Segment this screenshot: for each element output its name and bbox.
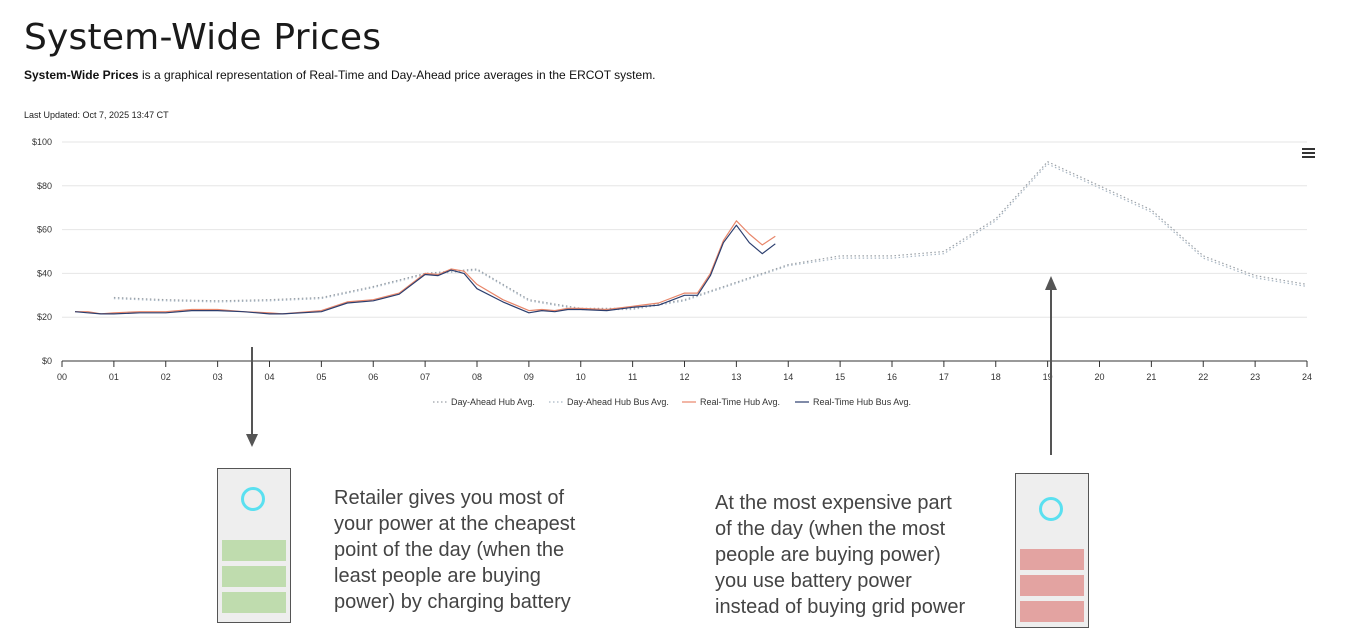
y-tick-label: $60 bbox=[37, 225, 52, 235]
left-note-line: power) by charging battery bbox=[334, 591, 571, 613]
right-annotation: At the most expensive part of the day (w… bbox=[715, 490, 965, 620]
discharging-battery-icon bbox=[1015, 473, 1089, 628]
x-tick-label: 00 bbox=[57, 372, 67, 382]
chart-legend: Day-Ahead Hub Avg. Day-Ahead Hub Bus Avg.… bbox=[433, 397, 911, 407]
last-updated: Last Updated: Oct 7, 2025 13:47 CT bbox=[24, 110, 169, 120]
x-tick-label: 21 bbox=[1146, 372, 1156, 382]
battery-cell bbox=[222, 592, 286, 613]
right-note-line: you use battery power bbox=[715, 570, 912, 592]
x-tick-label: 19 bbox=[1043, 372, 1053, 382]
legend-label: Day-Ahead Hub Avg. bbox=[451, 397, 535, 407]
x-tick-label: 09 bbox=[524, 372, 534, 382]
x-tick-label: 06 bbox=[368, 372, 378, 382]
legend-label: Real-Time Hub Bus Avg. bbox=[813, 397, 911, 407]
battery-cell bbox=[222, 540, 286, 561]
chart-grid bbox=[62, 141, 1307, 362]
x-tick-label: 20 bbox=[1094, 372, 1104, 382]
x-tick-label: 01 bbox=[109, 372, 119, 382]
x-tick-label: 11 bbox=[628, 372, 637, 382]
battery-cell bbox=[1020, 601, 1084, 622]
x-tick-label: 08 bbox=[472, 372, 482, 382]
page-title: System-Wide Prices bbox=[24, 17, 382, 58]
y-tick-label: $20 bbox=[37, 312, 52, 322]
y-tick-label: $40 bbox=[37, 268, 52, 278]
right-note-line: instead of buying grid power bbox=[715, 596, 966, 618]
y-tick-label: $100 bbox=[32, 137, 52, 147]
left-note-line: your power at the cheapest bbox=[334, 513, 576, 535]
x-tick-label: 10 bbox=[576, 372, 586, 382]
x-tick-label: 15 bbox=[835, 372, 845, 382]
x-tick-label: 14 bbox=[783, 372, 793, 382]
legend-label: Real-Time Hub Avg. bbox=[700, 397, 780, 407]
hamburger-menu-icon[interactable] bbox=[1302, 148, 1315, 159]
price-chart: $0 $20 $40 $60 $80 $100 00 01 02 03 04 05 06 07 08 09 1… bbox=[32, 137, 1312, 407]
battery-ring-icon bbox=[241, 487, 265, 511]
right-note-line: of the day (when the most bbox=[715, 518, 946, 540]
x-tick-label: 05 bbox=[316, 372, 326, 382]
y-tick-label: $0 bbox=[42, 356, 52, 366]
x-tick-label: 17 bbox=[939, 372, 949, 382]
x-tick-label: 02 bbox=[161, 372, 171, 382]
battery-cell bbox=[1020, 549, 1084, 570]
x-tick-label: 22 bbox=[1198, 372, 1208, 382]
x-tick-label: 07 bbox=[420, 372, 430, 382]
x-tick-label: 04 bbox=[264, 372, 274, 382]
series-line-3 bbox=[75, 220, 776, 315]
left-annotation: Retailer gives you most of your power at… bbox=[334, 485, 575, 615]
right-note-line: people are buying power) bbox=[715, 544, 941, 566]
x-tick-label: 24 bbox=[1302, 372, 1312, 382]
x-tick-label: 12 bbox=[679, 372, 689, 382]
y-tick-label: $80 bbox=[37, 181, 52, 191]
y-axis: $0 $20 $40 $60 $80 $100 bbox=[32, 137, 52, 366]
charging-battery-icon bbox=[217, 468, 291, 623]
right-note-line: At the most expensive part bbox=[715, 492, 952, 514]
x-tick-label: 16 bbox=[887, 372, 897, 382]
battery-cell bbox=[1020, 575, 1084, 596]
left-note-line: point of the day (when the bbox=[334, 539, 565, 561]
series-line-1 bbox=[113, 161, 1308, 309]
series-line-4 bbox=[74, 224, 776, 315]
left-note-line: Retailer gives you most of bbox=[334, 487, 565, 509]
left-note-line: least people are buying bbox=[334, 565, 541, 587]
description-bold: System-Wide Prices bbox=[24, 68, 139, 82]
battery-cell bbox=[222, 566, 286, 587]
x-tick-label: 18 bbox=[991, 372, 1001, 382]
legend-label: Day-Ahead Hub Bus Avg. bbox=[567, 397, 669, 407]
description-text: is a graphical representation of Real-Ti… bbox=[138, 68, 656, 82]
x-tick-label: 23 bbox=[1250, 372, 1260, 382]
chart-series bbox=[74, 161, 1308, 315]
x-tick-label: 03 bbox=[213, 372, 223, 382]
battery-ring-icon bbox=[1039, 497, 1063, 521]
x-axis: 00 01 02 03 04 05 06 07 08 09 10 11 12 13 14 15 16 17 18 19… bbox=[57, 361, 1312, 382]
page-description: System-Wide Prices is a graphical repres… bbox=[24, 67, 656, 83]
x-tick-label: 13 bbox=[731, 372, 741, 382]
